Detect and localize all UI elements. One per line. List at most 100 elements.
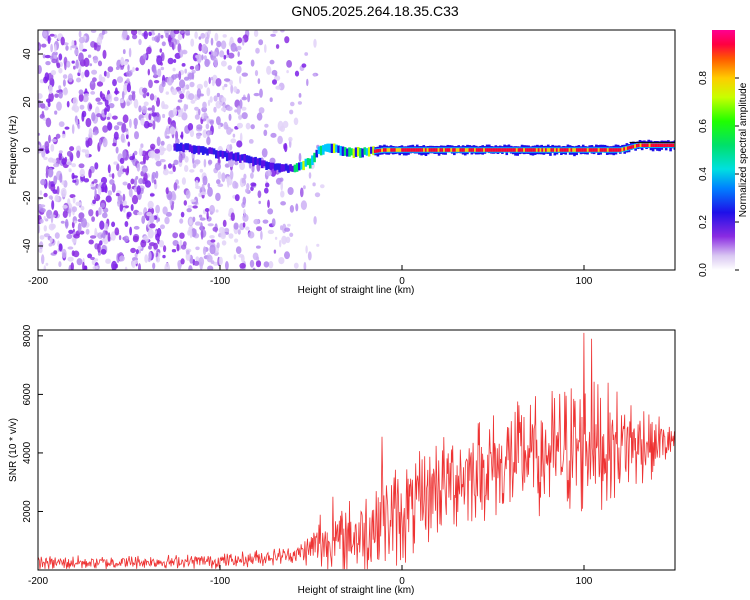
noise-blob xyxy=(224,227,230,234)
noise-blob xyxy=(132,235,139,243)
noise-blob xyxy=(165,187,169,195)
noise-blob xyxy=(239,132,243,143)
noise-blob xyxy=(129,118,132,128)
track-core xyxy=(501,148,504,152)
snr-y-ticks: 2000 4000 6000 8000 xyxy=(22,324,43,523)
noise-blob xyxy=(95,97,101,102)
noise-blob xyxy=(228,158,235,168)
noise-blob xyxy=(41,149,46,158)
noise-blob xyxy=(61,133,66,139)
noise-blob xyxy=(102,49,107,60)
track-core xyxy=(628,145,631,150)
noise-blob xyxy=(188,93,195,101)
track-cell xyxy=(276,163,279,170)
noise-blob xyxy=(226,49,230,56)
noise-blob xyxy=(177,99,183,103)
noise-blob xyxy=(136,162,141,172)
colorbar-gradient xyxy=(712,30,735,270)
track-core xyxy=(433,148,437,152)
track-core xyxy=(579,148,582,152)
track-cell xyxy=(258,157,262,166)
snr-y-tick-label: 6000 xyxy=(22,383,33,406)
track-core xyxy=(384,148,388,152)
noise-blob xyxy=(179,232,185,239)
noise-blob xyxy=(51,138,57,143)
track-core xyxy=(446,148,449,152)
noise-blob xyxy=(149,223,156,229)
spectrogram-x-tick-label: 0 xyxy=(399,276,405,287)
track-cell xyxy=(230,151,233,160)
noise-blob xyxy=(87,54,92,58)
noise-blob xyxy=(237,60,243,65)
noise-blob xyxy=(173,182,178,191)
figure-title: GN05.2025.264.18.35.C33 xyxy=(291,3,459,19)
noise-blob xyxy=(54,232,60,239)
track-core xyxy=(656,143,659,147)
noise-blob xyxy=(247,93,251,103)
noise-blob xyxy=(90,30,97,33)
noise-blob xyxy=(168,170,174,175)
track-core xyxy=(572,148,575,152)
spectrogram-track xyxy=(173,139,675,173)
track-cell xyxy=(186,143,190,151)
noise-blob xyxy=(118,235,122,241)
noise-blob xyxy=(135,176,139,180)
track-core xyxy=(637,143,640,147)
noise-blob xyxy=(102,212,108,219)
noise-blob xyxy=(43,106,49,111)
noise-blob xyxy=(39,218,44,224)
noise-blob xyxy=(206,87,211,97)
track-core xyxy=(570,148,573,152)
track-cell xyxy=(197,145,201,155)
noise-blob xyxy=(221,172,226,183)
noise-blob xyxy=(162,113,166,119)
noise-blob xyxy=(102,137,108,148)
snr-panel: -200 -100 0 100 2000 4000 6000 8000 Height of … xyxy=(8,324,676,596)
noise-blob xyxy=(202,112,208,121)
track-cell xyxy=(254,156,257,165)
track-cell xyxy=(210,147,214,155)
track-core xyxy=(437,148,440,152)
track-core xyxy=(601,148,604,152)
track-core xyxy=(406,148,409,152)
track-cell xyxy=(337,145,340,153)
noise-blob xyxy=(146,92,150,97)
noise-blob xyxy=(201,183,205,193)
noise-blob xyxy=(151,30,155,34)
noise-blob xyxy=(68,208,72,218)
noise-blob xyxy=(123,235,130,242)
noise-blob xyxy=(56,101,62,111)
noise-blob xyxy=(152,120,156,130)
track-core xyxy=(563,148,566,152)
noise-blob xyxy=(174,52,181,60)
noise-blob xyxy=(51,58,58,64)
track-core xyxy=(517,148,520,152)
noise-blob xyxy=(56,62,61,69)
spectrogram-y-tick-label: 20 xyxy=(22,96,33,108)
noise-blob xyxy=(297,101,302,105)
track-cell xyxy=(214,150,218,159)
track-cell xyxy=(348,147,351,157)
track-core xyxy=(486,148,489,152)
track-core xyxy=(625,146,628,151)
noise-blob xyxy=(280,201,286,206)
noise-blob xyxy=(207,131,210,139)
track-core xyxy=(659,143,662,147)
noise-blob xyxy=(64,156,68,163)
track-core xyxy=(395,148,398,152)
snr-frame xyxy=(37,329,676,571)
noise-blob xyxy=(195,180,199,188)
noise-blob xyxy=(120,56,125,66)
noise-blob xyxy=(233,222,239,230)
noise-blob xyxy=(150,143,156,150)
noise-blob xyxy=(119,202,124,212)
noise-blob xyxy=(144,180,152,188)
noise-blob xyxy=(146,211,152,217)
noise-blob xyxy=(58,243,63,252)
noise-blob xyxy=(152,262,156,270)
noise-blob xyxy=(217,183,224,187)
noise-blob xyxy=(62,74,68,79)
track-core xyxy=(526,148,529,152)
noise-blob xyxy=(107,122,113,131)
